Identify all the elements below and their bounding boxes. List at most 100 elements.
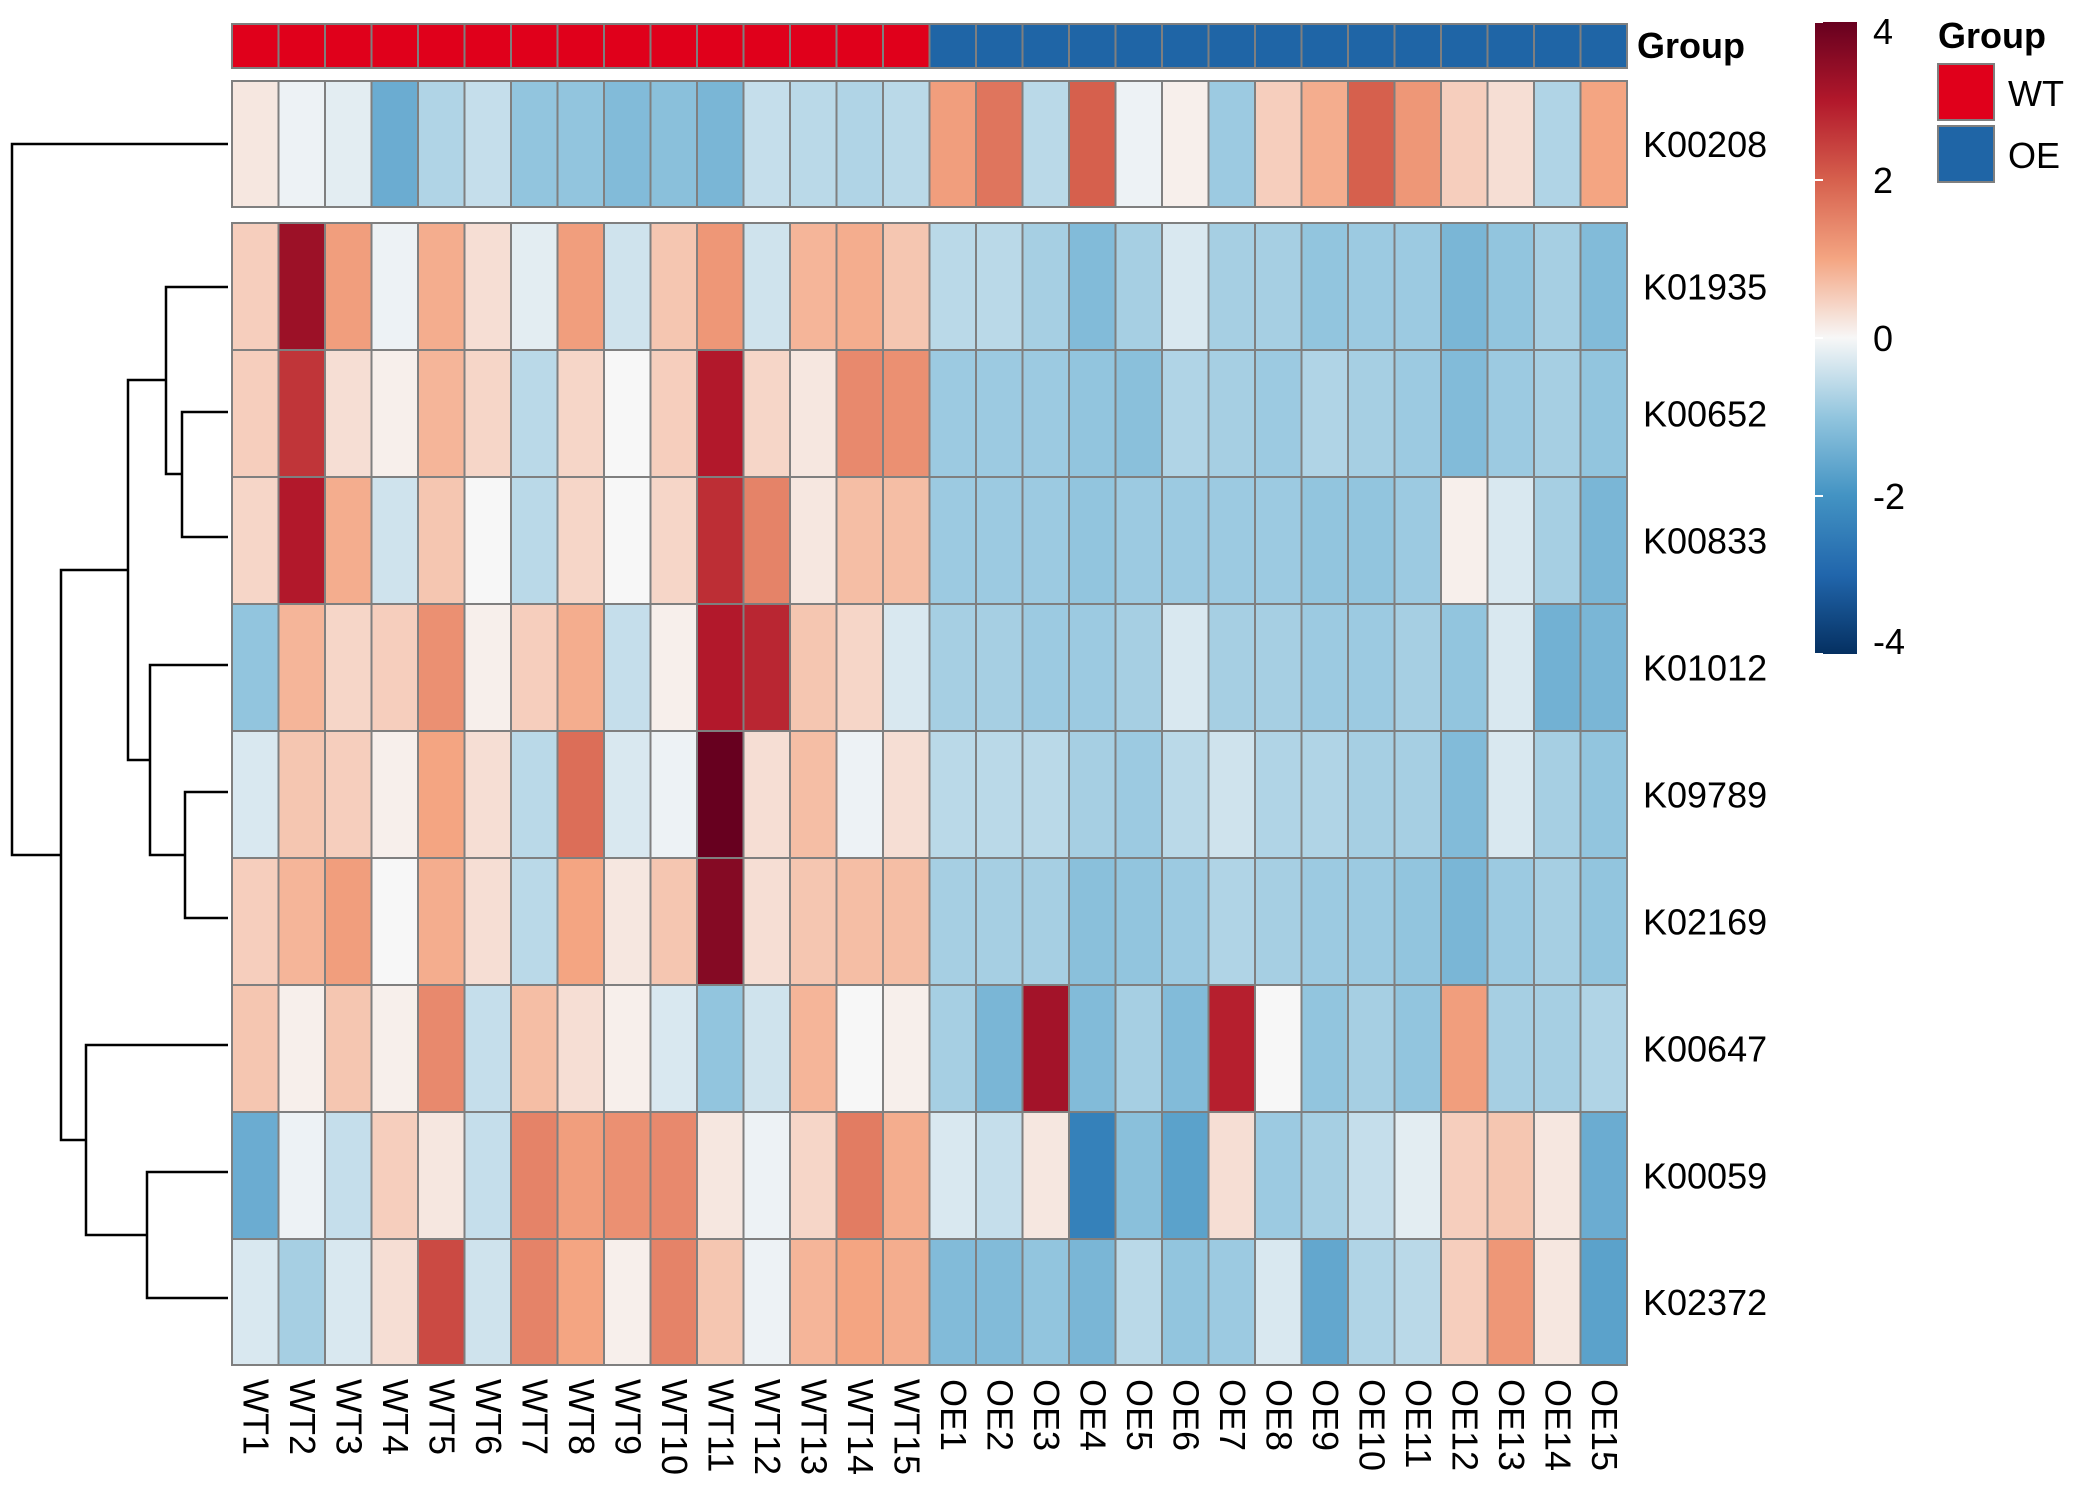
colorbar-tick-label: 2: [1873, 160, 1893, 201]
heatmap-cell-k02169-oe3: [1021, 857, 1070, 986]
heatmap-cell-k02372-oe1: [928, 1238, 977, 1366]
column-label-oe6: OE6: [1165, 1379, 1206, 1451]
heatmap-cell-k01935-wt5: [417, 222, 466, 351]
heatmap-cell-k01935-oe7: [1207, 222, 1256, 351]
heatmap-cell-k01935-wt13: [789, 222, 838, 351]
column-label-wt8: WT8: [561, 1379, 602, 1455]
heatmap-cell-k00647-wt2: [277, 984, 326, 1113]
heatmap-cell-k00059-oe2: [975, 1111, 1024, 1240]
colorbar-ticks: 4 2 0 -2 -4: [1815, 11, 1905, 662]
heatmap-cell-k00647-oe15: [1579, 984, 1628, 1113]
heatmap-cell-k09789-wt6: [463, 730, 512, 859]
annotation-cell-oe11: [1393, 23, 1442, 69]
heatmap-cell-k00208-oe6: [1161, 80, 1210, 208]
row-label-k02372: K02372: [1643, 1282, 1767, 1323]
heatmap-cell-k00059-oe6: [1161, 1111, 1210, 1240]
heatmap-cell-k02372-oe2: [975, 1238, 1024, 1366]
group-annotation-bar: [231, 23, 1628, 69]
heatmap-cell-k01935-oe13: [1486, 222, 1535, 351]
legend-label-wt: WT: [2008, 73, 2064, 114]
heatmap-cell-k00652-oe6: [1161, 349, 1210, 478]
heatmap-cell-k00647-wt5: [417, 984, 466, 1113]
heatmap-cell-k00652-oe7: [1207, 349, 1256, 478]
heatmap-cell-k02372-oe9: [1300, 1238, 1349, 1366]
heatmap-cell-k09789-oe5: [1114, 730, 1163, 859]
heatmap-cell-k00059-wt9: [603, 1111, 652, 1240]
heatmap-cell-k00059-oe13: [1486, 1111, 1535, 1240]
heatmap-cell-k01935-wt3: [324, 222, 373, 351]
heatmap-cell-k01012-wt3: [324, 603, 373, 732]
heatmap-cell-k09789-oe7: [1207, 730, 1256, 859]
heatmap-cell-k00833-wt2: [277, 476, 326, 605]
heatmap-cell-k01012-oe13: [1486, 603, 1535, 732]
heatmap-cell-k00208-wt5: [417, 80, 466, 208]
heatmap-cell-k01012-wt15: [882, 603, 931, 732]
group-legend: Group WT OE: [1937, 15, 2064, 183]
heatmap-cell-k02372-wt5: [417, 1238, 466, 1366]
heatmap-cell-k02169-oe4: [1068, 857, 1117, 986]
column-label-wt1: WT1: [235, 1379, 276, 1455]
heatmap-cell-k00833-oe8: [1254, 476, 1303, 605]
heatmap-cell-k01012-oe10: [1347, 603, 1396, 732]
heatmap-cell-k00208-wt8: [556, 80, 605, 208]
heatmap-cell-k00208-oe9: [1300, 80, 1349, 208]
dendrogram-branch-k01012-sub: [148, 663, 228, 857]
heatmap-cell-k00652-wt5: [417, 349, 466, 478]
heatmap-cell-k02372-oe7: [1207, 1238, 1256, 1366]
heatmap-cell-k09789-oe8: [1254, 730, 1303, 859]
column-label-oe14: OE14: [1537, 1379, 1578, 1471]
row-label-k00208: K00208: [1643, 124, 1767, 165]
heatmap-cell-k01012-oe12: [1440, 603, 1489, 732]
heatmap-cell-k01012-wt5: [417, 603, 466, 732]
heatmap-cell-k00647-oe12: [1440, 984, 1489, 1113]
heatmap-cell-k00647-oe4: [1068, 984, 1117, 1113]
heatmap-cell-k01012-oe1: [928, 603, 977, 732]
heatmap-cell-k02372-wt1: [231, 1238, 280, 1366]
heatmap-cell-k00647-wt6: [463, 984, 512, 1113]
heatmap-cells: [231, 80, 1628, 1366]
heatmap-cell-k00833-wt9: [603, 476, 652, 605]
heatmap-cell-k00647-wt15: [882, 984, 931, 1113]
heatmap-cell-k00833-wt1: [231, 476, 280, 605]
heatmap-cell-k01012-wt7: [510, 603, 559, 732]
heatmap-cell-k00208-wt4: [370, 80, 419, 208]
heatmap-cell-k09789-oe9: [1300, 730, 1349, 859]
heatmap-cell-k00059-wt14: [835, 1111, 884, 1240]
annotation-cell-oe10: [1347, 23, 1396, 69]
heatmap-cell-k02169-oe13: [1486, 857, 1535, 986]
heatmap-cell-k01935-oe2: [975, 222, 1024, 351]
heatmap-cell-k01935-wt12: [742, 222, 791, 351]
annotation-cell-wt12: [742, 23, 791, 69]
annotation-cell-oe15: [1579, 23, 1628, 69]
heatmap-cell-k02169-oe15: [1579, 857, 1628, 986]
heatmap-cell-k01012-oe5: [1114, 603, 1163, 732]
heatmap-cell-k01012-wt8: [556, 603, 605, 732]
heatmap-cell-k01935-oe15: [1579, 222, 1628, 351]
legend-entries: WT OE: [1937, 63, 2064, 183]
heatmap-cell-k00059-oe8: [1254, 1111, 1303, 1240]
heatmap-cell-k01012-oe7: [1207, 603, 1256, 732]
row-label-k09789: K09789: [1643, 775, 1767, 816]
heatmap-cell-k00208-oe14: [1533, 80, 1582, 208]
column-label-wt10: WT10: [654, 1379, 695, 1475]
heatmap-cell-k02372-oe10: [1347, 1238, 1396, 1366]
heatmap-cell-k00208-wt10: [649, 80, 698, 208]
dendrogram-branch-k01935-group: [164, 285, 228, 476]
heatmap-cell-k00652-wt7: [510, 349, 559, 478]
heatmap-cell-k01935-oe14: [1533, 222, 1582, 351]
column-label-wt5: WT5: [421, 1379, 462, 1455]
heatmap-cell-k01012-wt13: [789, 603, 838, 732]
heatmap-cell-k01935-oe12: [1440, 222, 1489, 351]
heatmap-cell-k02169-oe12: [1440, 857, 1489, 986]
heatmap-cell-k00208-wt15: [882, 80, 931, 208]
heatmap-cell-k01012-wt2: [277, 603, 326, 732]
heatmap-cell-k00647-oe14: [1533, 984, 1582, 1113]
heatmap-cell-k00833-oe9: [1300, 476, 1349, 605]
heatmap-cell-k09789-wt8: [556, 730, 605, 859]
heatmap-cell-k02372-oe3: [1021, 1238, 1070, 1366]
column-label-oe9: OE9: [1305, 1379, 1346, 1451]
heatmap-cell-k01935-oe11: [1393, 222, 1442, 351]
heatmap-cell-k02169-wt3: [324, 857, 373, 986]
dendrogram-branch-root: [10, 142, 228, 857]
